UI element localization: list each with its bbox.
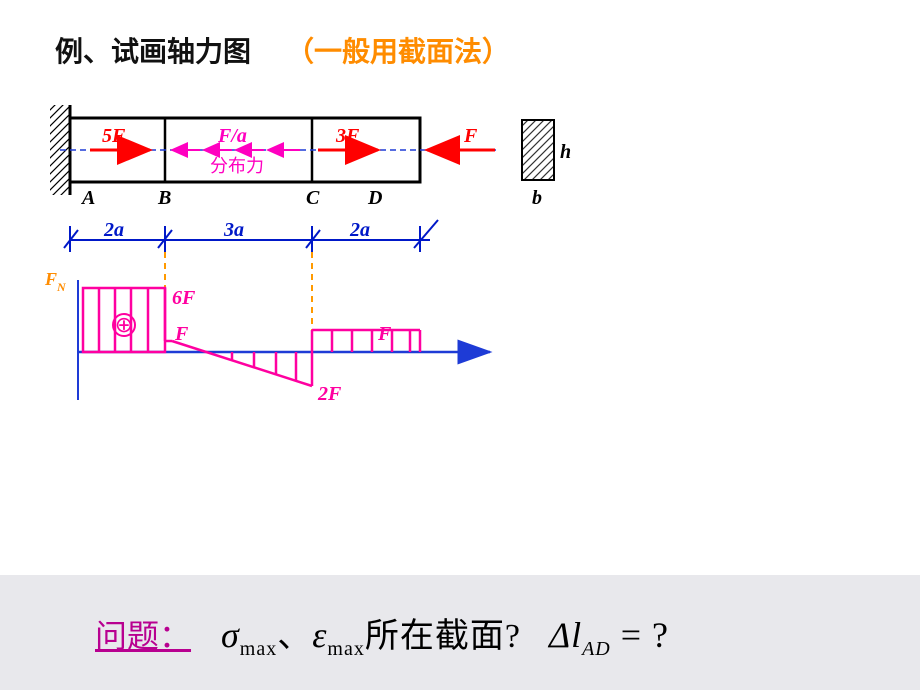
upper-region: 例、试画轴力图 （一般用截面法） — [0, 0, 920, 575]
force-5f: 5F — [90, 125, 150, 150]
formula-delta: ΔlAD = ? — [549, 614, 669, 661]
question-label: 问题： — [95, 611, 191, 657]
label-5f: 5F — [102, 125, 126, 147]
label-h: h — [560, 141, 571, 163]
label-b: b — [532, 187, 542, 209]
label-6f: 6F — [172, 287, 196, 309]
label-f-b: F — [174, 323, 189, 345]
fn-label: FN — [44, 269, 67, 294]
lower-region: 问题： σmax、εmax所在截面? ΔlAD = ? — [0, 575, 920, 690]
dim-ab: 2a — [103, 219, 124, 241]
cross-section: h b — [522, 120, 571, 209]
label-c: C — [306, 187, 320, 209]
force-f: F — [427, 125, 495, 150]
label-f-cd: F — [377, 323, 392, 345]
formula-sigma: σmax、εmax所在截面? — [221, 608, 521, 661]
force-3f: 3F — [318, 125, 378, 150]
label-2f: 2F — [317, 383, 342, 405]
label-a: A — [80, 187, 95, 209]
force-dist: F/a 分布力 — [172, 125, 300, 176]
dim-texts: 2a 3a 2a — [103, 219, 370, 241]
question: 问题： σmax、εmax所在截面? ΔlAD = ? — [95, 608, 669, 661]
label-f: F — [463, 125, 478, 147]
dim-cd: 2a — [349, 219, 370, 241]
label-bpt: B — [157, 187, 171, 209]
label-3f: 3F — [335, 125, 360, 147]
guide-lines — [165, 252, 312, 386]
label-d: D — [367, 187, 382, 209]
dim-bc: 3a — [223, 219, 244, 241]
diagram-svg: 5F F/a 分布力 3F F h b A B — [0, 0, 920, 575]
force-diagram: FN ⊕ 6F — [44, 269, 490, 405]
label-fa: F/a — [217, 125, 247, 147]
point-labels: A B C D — [80, 187, 382, 209]
label-dist: 分布力 — [210, 156, 264, 176]
